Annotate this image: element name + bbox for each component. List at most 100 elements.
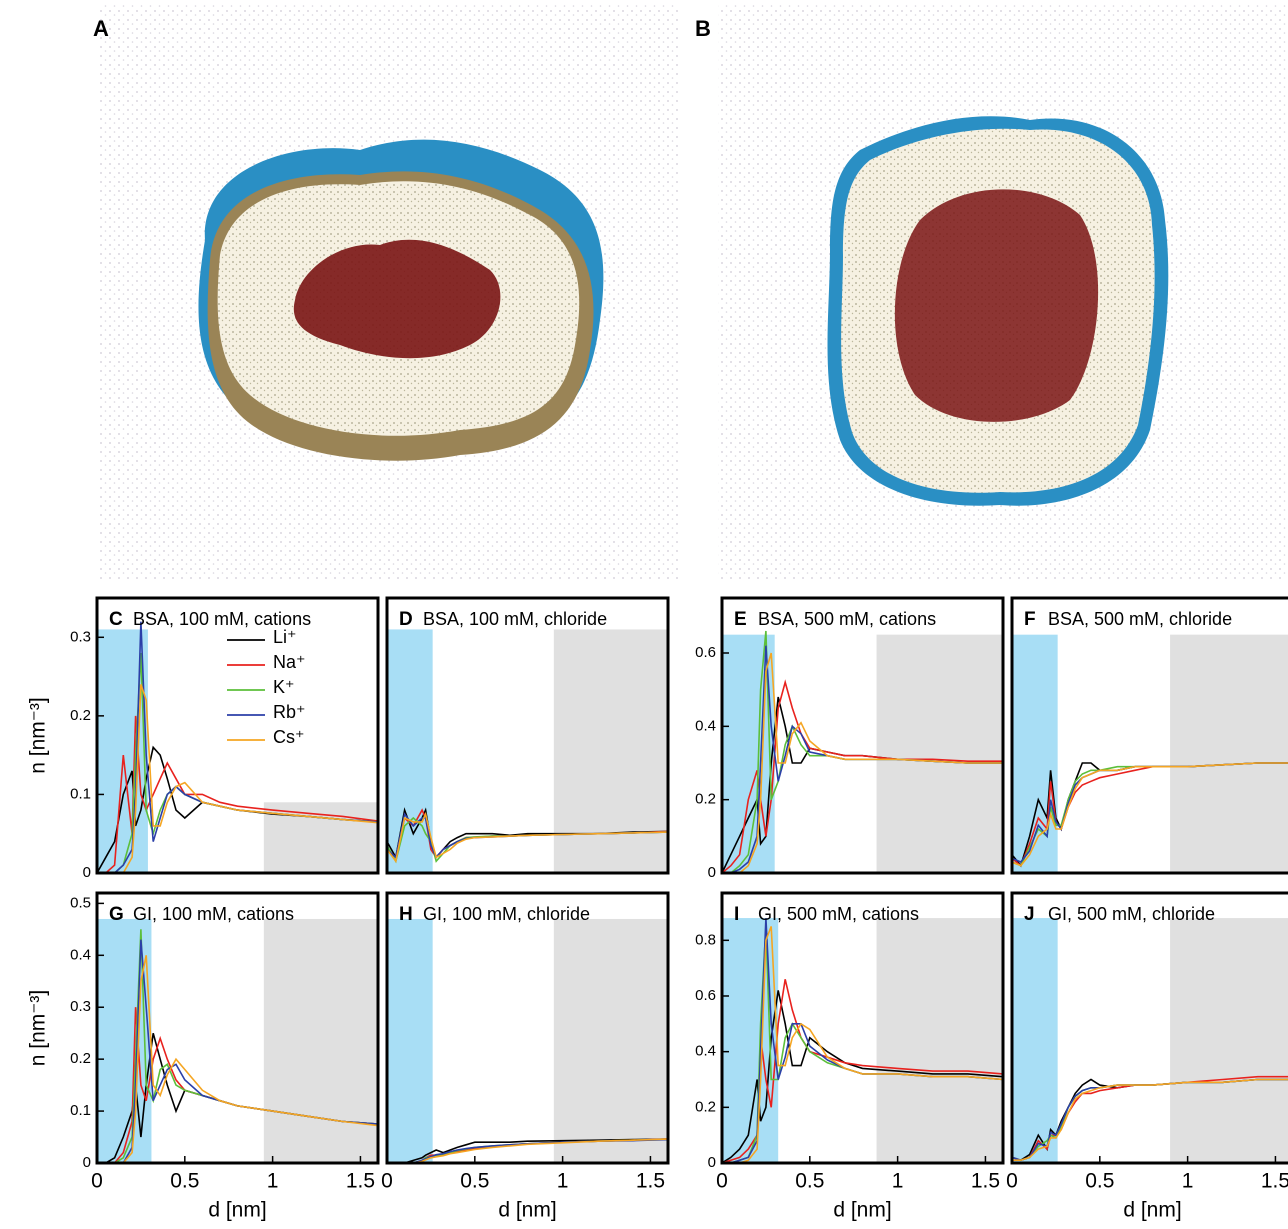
plot-lines	[1012, 1075, 1288, 1162]
plot-frame	[95, 596, 380, 875]
series-line	[97, 955, 378, 1163]
x-tick-label: 1	[267, 1170, 279, 1193]
shaded-region	[387, 918, 433, 1163]
legend-label: K⁺	[273, 677, 295, 697]
panel-title: BSA, 100 mM, cations	[133, 609, 311, 629]
panel-title: BSA, 500 mM, cations	[758, 609, 936, 629]
plot-lines	[387, 807, 668, 864]
x-axis-label: d [nm]	[498, 1199, 556, 1222]
x-axis-label: d [nm]	[833, 1199, 891, 1222]
series-line	[387, 1138, 668, 1163]
panel-title: GI, 100 mM, chloride	[423, 904, 590, 924]
y-tick-label: 0.1	[70, 1102, 91, 1119]
y-tick-label: 0	[83, 1154, 91, 1171]
panel-label: B	[695, 16, 711, 41]
x-tick-label: 0.5	[170, 1170, 199, 1193]
y-axis-label: n [nm⁻³]	[27, 697, 50, 773]
x-tick-label: 0	[91, 1170, 103, 1193]
plot-lines	[97, 621, 378, 873]
x-tick-label: 0	[1006, 1170, 1018, 1193]
plot-lines	[97, 929, 378, 1163]
y-tick-label: 0.4	[695, 717, 716, 734]
shaded-region	[876, 918, 1003, 1163]
x-tick-label: 1	[892, 1170, 904, 1193]
panel-title: GI, 100 mM, cations	[133, 904, 294, 924]
x-tick-label: 1	[557, 1170, 569, 1193]
panel-label: D	[399, 609, 413, 630]
series-line	[387, 807, 668, 860]
plot-frame	[385, 596, 670, 875]
plot-frame	[1010, 891, 1288, 1165]
series-line	[1012, 1078, 1288, 1161]
y-tick-label: 0.4	[70, 946, 91, 963]
x-tick-label: 0	[381, 1170, 393, 1193]
y-tick-label: 0.2	[70, 707, 91, 724]
y-tick-label: 0.2	[695, 1098, 716, 1115]
panel-label: H	[399, 904, 413, 925]
y-axis-label: n [nm⁻³]	[27, 990, 50, 1066]
series-line	[97, 684, 378, 873]
y-tick-label: 0	[708, 1154, 716, 1171]
shaded-region	[263, 918, 378, 1163]
legend-label: Na⁺	[273, 652, 306, 672]
y-tick-label: 0.1	[70, 785, 91, 802]
y-tick-label: 0	[708, 864, 716, 881]
y-tick-label: 0.5	[70, 894, 91, 911]
y-tick-label: 0.3	[70, 628, 91, 645]
molecule-image-b	[718, 4, 1288, 580]
y-tick-label: 0	[83, 864, 91, 881]
series-line	[722, 990, 1003, 1163]
shaded-region	[263, 802, 378, 873]
shaded-region	[553, 918, 668, 1163]
series-line	[1012, 762, 1288, 867]
panel-label: G	[109, 904, 124, 925]
shaded-region	[387, 629, 433, 873]
plot-lines	[1012, 762, 1288, 868]
panel-title: BSA, 100 mM, chloride	[423, 609, 607, 629]
panel-title: GI, 500 mM, chloride	[1048, 904, 1215, 924]
shaded-region	[97, 918, 152, 1163]
legend-label: Li⁺	[273, 627, 297, 647]
y-tick-label: 0.2	[70, 1050, 91, 1067]
x-tick-label: 0	[716, 1170, 728, 1193]
panel-title: GI, 500 mM, cations	[758, 904, 919, 924]
shaded-region	[1170, 918, 1288, 1163]
y-tick-label: 0.2	[695, 791, 716, 808]
x-tick-label: 1.5	[346, 1170, 375, 1193]
y-tick-label: 0.3	[70, 998, 91, 1015]
x-tick-label: 1.5	[636, 1170, 665, 1193]
legend-label: Cs⁺	[273, 727, 305, 747]
panel-label: A	[93, 16, 109, 41]
panel-label: J	[1024, 904, 1035, 925]
x-axis-label: d [nm]	[1123, 1199, 1181, 1222]
x-axis-label: d [nm]	[208, 1199, 266, 1222]
shaded-region	[1012, 918, 1058, 1163]
molecule-image-a	[100, 4, 678, 580]
series-line	[97, 715, 378, 873]
shaded-region	[876, 634, 1003, 873]
x-tick-label: 1.5	[971, 1170, 1000, 1193]
shaded-region	[553, 629, 668, 873]
panel-label: I	[734, 904, 739, 925]
series-line	[387, 811, 668, 864]
shaded-region	[1170, 634, 1288, 873]
plot-lines	[722, 630, 1003, 873]
x-tick-label: 0.5	[795, 1170, 824, 1193]
plot-lines	[722, 918, 1003, 1163]
plot-frame	[95, 891, 380, 1165]
x-tick-label: 0.5	[1085, 1170, 1114, 1193]
panel-title: BSA, 500 mM, chloride	[1048, 609, 1232, 629]
x-tick-label: 1.5	[1261, 1170, 1288, 1193]
panel-label: C	[109, 609, 123, 630]
x-tick-label: 0.5	[460, 1170, 489, 1193]
plot-frame	[385, 891, 670, 1165]
y-tick-label: 0.6	[695, 644, 716, 661]
plot-frame	[1010, 596, 1288, 875]
panel-label: F	[1024, 609, 1036, 630]
plot-frame	[720, 891, 1005, 1165]
series-line	[722, 979, 1003, 1163]
x-tick-label: 1	[1182, 1170, 1194, 1193]
series-line	[722, 926, 1003, 1163]
